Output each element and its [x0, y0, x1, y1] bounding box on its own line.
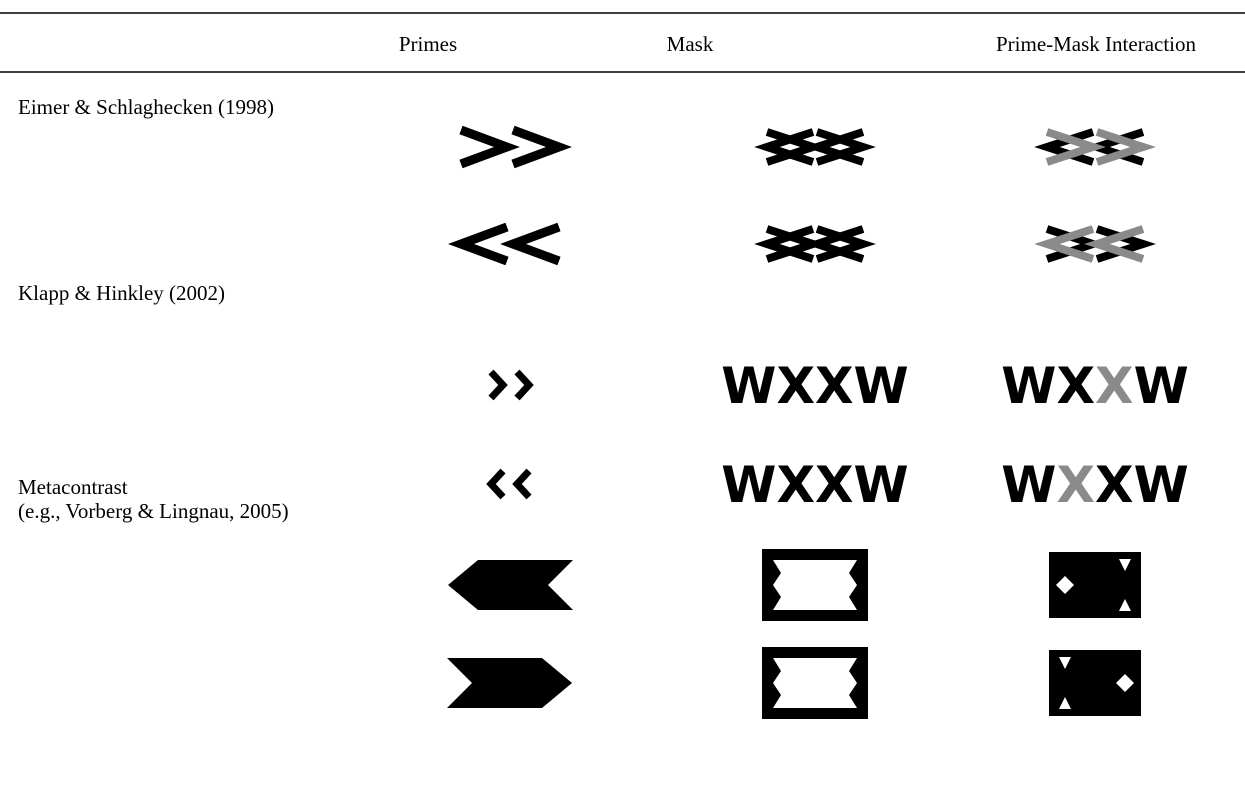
chevron	[815, 128, 876, 166]
chevron	[1095, 128, 1156, 166]
row-label: Metacontrast	[18, 475, 128, 499]
mask-letters: WXXW	[721, 456, 908, 514]
chevron	[1034, 128, 1095, 166]
chevron	[815, 225, 876, 263]
chevron	[804, 128, 865, 166]
chevron	[754, 225, 815, 263]
chevron	[448, 222, 509, 266]
chevron	[512, 468, 532, 500]
row-label: (e.g., Vorberg & Lingnau, 2005)	[18, 499, 289, 523]
chevron	[804, 225, 865, 263]
diamond	[1116, 674, 1134, 692]
row-label: Klapp & Hinkley (2002)	[18, 281, 225, 305]
notch	[1059, 657, 1071, 669]
chevron	[486, 468, 506, 500]
mask-letters: WXXW	[721, 357, 908, 415]
interaction-letters: WXXW	[1001, 456, 1188, 514]
letter: X	[1095, 357, 1134, 415]
column-header: Primes	[399, 32, 457, 56]
notch	[1059, 697, 1071, 709]
notch	[1119, 559, 1131, 571]
mask-inner	[773, 658, 857, 708]
chevron	[514, 369, 534, 401]
chevron	[754, 128, 815, 166]
letter: W	[1001, 456, 1056, 514]
column-header: Prime-Mask Interaction	[996, 32, 1197, 56]
letter: W	[1134, 357, 1189, 415]
chevron	[1095, 225, 1156, 263]
column-header: Mask	[667, 32, 714, 56]
chevron	[459, 125, 520, 169]
chevron	[500, 222, 561, 266]
chevron	[488, 369, 508, 401]
prime-arrow	[448, 560, 573, 610]
chevron	[1034, 225, 1095, 263]
notch	[1119, 599, 1131, 611]
chevron	[1045, 128, 1106, 166]
mask-inner	[773, 560, 857, 610]
letter: X	[1056, 456, 1095, 514]
diamond	[1056, 576, 1074, 594]
chevron	[1084, 225, 1145, 263]
chevron	[511, 125, 572, 169]
letter: X	[1095, 456, 1134, 514]
letter: W	[1001, 357, 1056, 415]
letter: W	[1134, 456, 1189, 514]
letter: X	[1056, 357, 1095, 415]
prime-arrow	[447, 658, 572, 708]
row-label: Eimer & Schlaghecken (1998)	[18, 95, 274, 119]
interaction-letters: WXXW	[1001, 357, 1188, 415]
